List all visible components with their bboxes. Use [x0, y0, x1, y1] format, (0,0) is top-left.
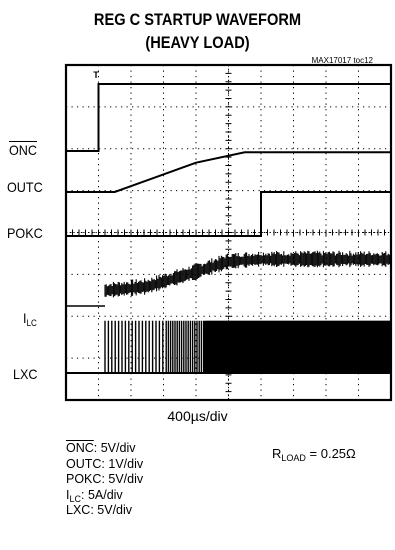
channel-label-lxc: LXC: [13, 366, 38, 382]
scale-notes: ONC: 5V/div OUTC: 1V/div POKC: 5V/div IL…: [66, 441, 143, 519]
load-resistance: RLOAD = 0.25Ω: [272, 446, 356, 463]
note-lxc: LXC: 5V/div: [66, 503, 133, 517]
trace-lxc-dense: [205, 320, 390, 373]
trigger-marker: T: [93, 70, 99, 80]
trace-pokc: [66, 191, 391, 237]
figure-id: MAX17017 toc12: [311, 56, 373, 65]
traces: [66, 83, 392, 374]
trace-outc: [66, 151, 391, 193]
channel-label-ilc: ILC: [23, 310, 37, 328]
chart-title: REG C STARTUP WAVEFORM: [93, 10, 302, 29]
trace-ilc: [104, 250, 392, 298]
channel-label-pokc: POKC: [7, 225, 43, 241]
channel-label-outc: OUTC: [7, 179, 43, 195]
channel-label-onc: ONC: [9, 142, 38, 158]
time-per-div: 400µs/div: [167, 408, 228, 424]
chart-subtitle: (HEAVY LOAD): [145, 33, 250, 52]
trace-onc: [66, 83, 391, 152]
note-onc: ONC: 5V/div: [66, 441, 136, 455]
note-ilc: ILC: 5A/div: [66, 487, 123, 504]
note-pokc: POKC: 5V/div: [66, 472, 144, 486]
note-outc: OUTC: 1V/div: [66, 456, 144, 471]
